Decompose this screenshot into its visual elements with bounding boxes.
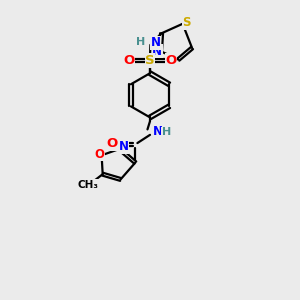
- Text: N: N: [150, 36, 161, 49]
- Text: N: N: [152, 45, 162, 58]
- Text: S: S: [182, 16, 190, 29]
- Text: O: O: [94, 148, 104, 161]
- Text: O: O: [123, 54, 135, 67]
- Text: N: N: [119, 140, 129, 153]
- Text: H: H: [162, 127, 171, 137]
- Text: S: S: [145, 54, 155, 67]
- Text: CH₃: CH₃: [77, 180, 98, 190]
- Text: O: O: [106, 137, 118, 150]
- Text: N: N: [152, 124, 163, 138]
- Text: O: O: [165, 54, 177, 67]
- Text: H: H: [136, 37, 145, 47]
